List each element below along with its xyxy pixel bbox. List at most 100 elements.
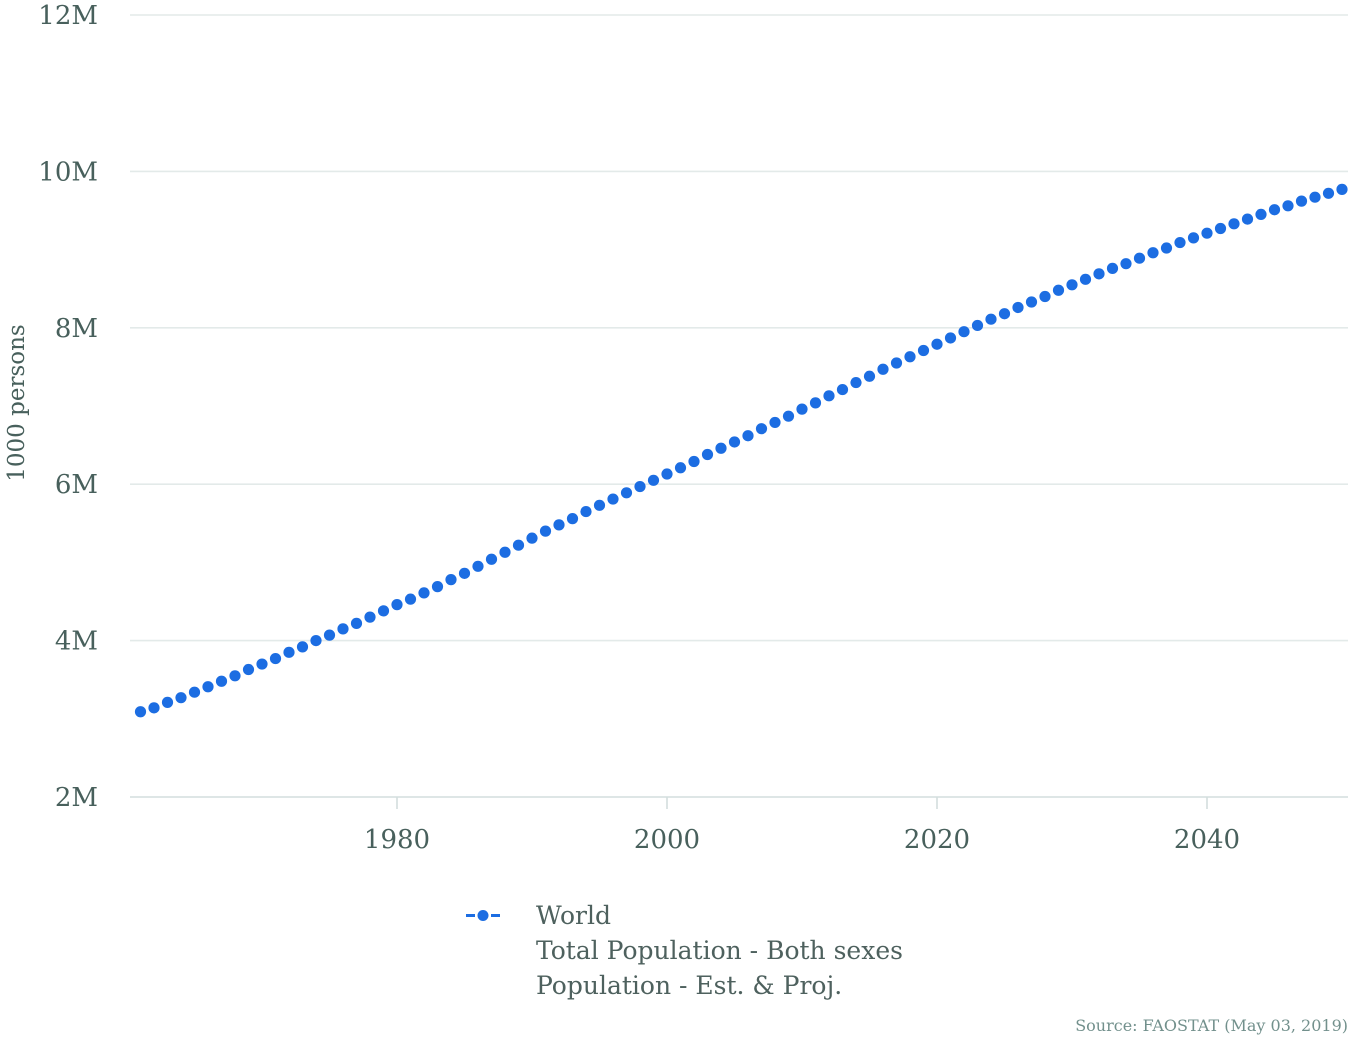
data-point[interactable] — [674, 462, 687, 474]
data-point[interactable] — [769, 416, 781, 429]
data-point[interactable] — [283, 646, 295, 658]
data-point[interactable] — [175, 692, 187, 704]
data-point[interactable] — [215, 675, 228, 687]
data-point[interactable] — [202, 681, 214, 693]
data-point[interactable] — [1201, 227, 1213, 239]
data-point[interactable] — [728, 436, 741, 448]
data-point[interactable] — [1268, 204, 1281, 216]
data-point[interactable] — [229, 670, 241, 682]
data-point[interactable] — [499, 546, 511, 558]
data-point[interactable] — [850, 376, 862, 389]
x-tick-label: 2040 — [1174, 825, 1240, 855]
data-point[interactable] — [310, 635, 322, 647]
data-point[interactable] — [890, 357, 903, 369]
data-point[interactable] — [998, 308, 1011, 320]
data-point[interactable] — [1012, 301, 1024, 314]
data-point[interactable] — [350, 617, 363, 629]
data-point[interactable] — [1282, 200, 1294, 212]
data-point[interactable] — [836, 383, 849, 396]
data-point[interactable] — [931, 338, 943, 350]
data-point[interactable] — [701, 448, 714, 461]
legend-marker-icon — [466, 910, 500, 921]
y-tick-label: 4M — [55, 627, 98, 657]
legend[interactable]: World Total Population - Both sexes Popu… — [466, 898, 903, 1003]
data-point[interactable] — [431, 581, 444, 593]
data-point[interactable] — [1147, 247, 1159, 259]
data-point[interactable] — [809, 397, 822, 409]
data-point[interactable] — [485, 553, 498, 565]
data-point[interactable] — [364, 611, 376, 623]
y-tick-label: 12M — [38, 1, 98, 31]
data-point[interactable] — [877, 363, 889, 375]
data-point[interactable] — [715, 442, 727, 454]
data-point[interactable] — [242, 663, 255, 676]
data-point[interactable] — [269, 652, 282, 665]
data-point[interactable] — [391, 599, 403, 611]
data-point[interactable] — [188, 686, 201, 698]
data-point[interactable] — [1255, 208, 1267, 221]
legend-series-name: World — [536, 901, 611, 930]
y-tick-label: 6M — [55, 470, 98, 500]
data-point[interactable] — [985, 313, 997, 325]
data-point[interactable] — [566, 513, 579, 525]
y-tick-label: 2M — [55, 783, 98, 813]
data-point[interactable] — [1120, 258, 1132, 270]
data-point[interactable] — [1052, 284, 1065, 296]
data-point[interactable] — [553, 519, 565, 531]
data-point[interactable] — [1025, 296, 1038, 308]
data-point[interactable] — [377, 605, 390, 617]
data-point[interactable] — [337, 623, 349, 635]
data-point[interactable] — [1309, 191, 1321, 203]
data-point[interactable] — [1079, 273, 1092, 285]
data-point[interactable] — [796, 403, 808, 415]
data-point[interactable] — [593, 499, 606, 511]
data-point[interactable] — [1336, 183, 1348, 195]
data-point[interactable] — [472, 560, 484, 572]
data-point[interactable] — [904, 351, 916, 363]
data-point[interactable] — [1187, 232, 1200, 244]
data-point[interactable] — [647, 474, 660, 486]
data-point[interactable] — [755, 423, 768, 435]
data-point[interactable] — [958, 326, 970, 338]
data-point[interactable] — [1160, 242, 1173, 254]
data-point[interactable] — [134, 706, 147, 718]
data-point[interactable] — [944, 332, 957, 344]
y-axis-title: 1000 persons — [4, 324, 30, 481]
data-point[interactable] — [688, 455, 700, 468]
data-point[interactable] — [148, 702, 160, 714]
data-point[interactable] — [1106, 262, 1119, 274]
data-point[interactable] — [1241, 213, 1254, 225]
data-point[interactable] — [526, 532, 538, 544]
data-point[interactable] — [323, 629, 336, 641]
data-point[interactable] — [256, 658, 268, 670]
data-point[interactable] — [1174, 236, 1186, 249]
data-point[interactable] — [512, 539, 525, 551]
data-point[interactable] — [1133, 252, 1146, 264]
data-point[interactable] — [742, 430, 754, 442]
data-point[interactable] — [1039, 290, 1051, 303]
data-point[interactable] — [1214, 222, 1227, 235]
data-point[interactable] — [404, 593, 417, 605]
data-point[interactable] — [445, 574, 457, 586]
data-point[interactable] — [296, 641, 309, 653]
data-point[interactable] — [580, 505, 592, 518]
data-point[interactable] — [1295, 195, 1308, 207]
data-point[interactable] — [1228, 218, 1240, 230]
data-point[interactable] — [917, 344, 930, 357]
data-point[interactable] — [634, 480, 646, 493]
data-point[interactable] — [863, 370, 876, 382]
data-point[interactable] — [418, 587, 430, 599]
data-point[interactable] — [539, 525, 552, 537]
data-point[interactable] — [1093, 268, 1105, 280]
data-point[interactable] — [607, 493, 619, 505]
data-point[interactable] — [823, 390, 835, 402]
data-point[interactable] — [1322, 187, 1335, 199]
data-point[interactable] — [161, 696, 174, 708]
data-point[interactable] — [458, 567, 471, 579]
data-point[interactable] — [620, 487, 633, 499]
data-point[interactable] — [1066, 279, 1078, 291]
data-point[interactable] — [971, 319, 984, 332]
data-point[interactable] — [661, 468, 673, 480]
data-point[interactable] — [782, 410, 795, 422]
